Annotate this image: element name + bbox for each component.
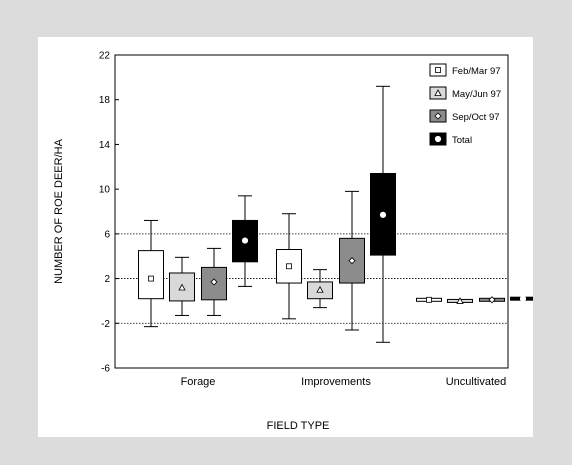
median-marker	[434, 112, 442, 120]
median-marker	[316, 285, 324, 293]
median-marker	[241, 237, 249, 244]
median-marker	[456, 297, 464, 304]
median-marker	[379, 211, 387, 218]
y-tick-label: 18	[99, 95, 111, 106]
legend-label: May/Jun 97	[452, 89, 501, 100]
category-label: Improvements	[301, 376, 371, 388]
y-tick-label: 14	[99, 140, 111, 151]
box-diamond-0	[201, 247, 227, 316]
box-triangle-0	[169, 256, 195, 316]
legend: Feb/Mar 97 May/Jun 97 Sep/Oct 97 Total	[429, 63, 501, 146]
y-axis: -6 -2 2 6 10 14 18 22	[99, 51, 119, 375]
box-circle-2	[510, 295, 533, 302]
box-circle-0	[232, 195, 258, 287]
x-axis-categories: Forage Improvements Uncultivated	[181, 376, 507, 388]
y-tick-label: 10	[99, 185, 111, 196]
y-tick-label: -2	[101, 319, 110, 330]
y-tick-label: 2	[104, 274, 110, 285]
median-marker	[178, 283, 186, 291]
legend-label: Total	[452, 135, 472, 146]
box-square-1	[276, 213, 302, 320]
box-plot-chart: -6 -2 2 6 10 14 18 22 Forage Improvements Unculti…	[53, 51, 533, 432]
box-plots	[138, 85, 533, 343]
y-tick-label: 6	[104, 229, 110, 240]
box-triangle-2	[447, 297, 473, 304]
box-triangle-1	[307, 269, 333, 309]
median-marker	[210, 278, 218, 286]
y-axis-label: NUMBER OF ROE DEER/HA	[53, 138, 65, 284]
median-marker	[434, 89, 442, 96]
median-marker	[519, 295, 527, 302]
y-tick-label: -6	[101, 364, 110, 375]
category-label: Uncultivated	[446, 376, 507, 388]
plot-frame	[114, 54, 509, 369]
median-marker	[148, 275, 154, 282]
reference-lines	[115, 233, 508, 324]
legend-label: Sep/Oct 97	[452, 112, 500, 123]
median-marker	[348, 257, 356, 265]
y-tick-label: 22	[99, 51, 111, 62]
box-circle-1	[370, 85, 396, 343]
median-marker	[286, 263, 292, 270]
median-marker	[488, 296, 496, 304]
median-marker	[435, 67, 441, 73]
box-square-2	[416, 296, 442, 303]
median-marker	[426, 296, 432, 303]
category-label: Forage	[181, 376, 216, 388]
chart-panel: -6 -2 2 6 10 14 18 22 Forage Improvements Unculti…	[38, 37, 533, 437]
iqr-box	[138, 250, 164, 300]
x-axis-label: FIELD TYPE	[267, 420, 330, 432]
legend-label: Feb/Mar 97	[452, 66, 501, 77]
box-diamond-1	[339, 190, 365, 331]
median-marker	[434, 135, 442, 143]
box-square-0	[138, 219, 164, 328]
box-diamond-2	[479, 296, 505, 304]
